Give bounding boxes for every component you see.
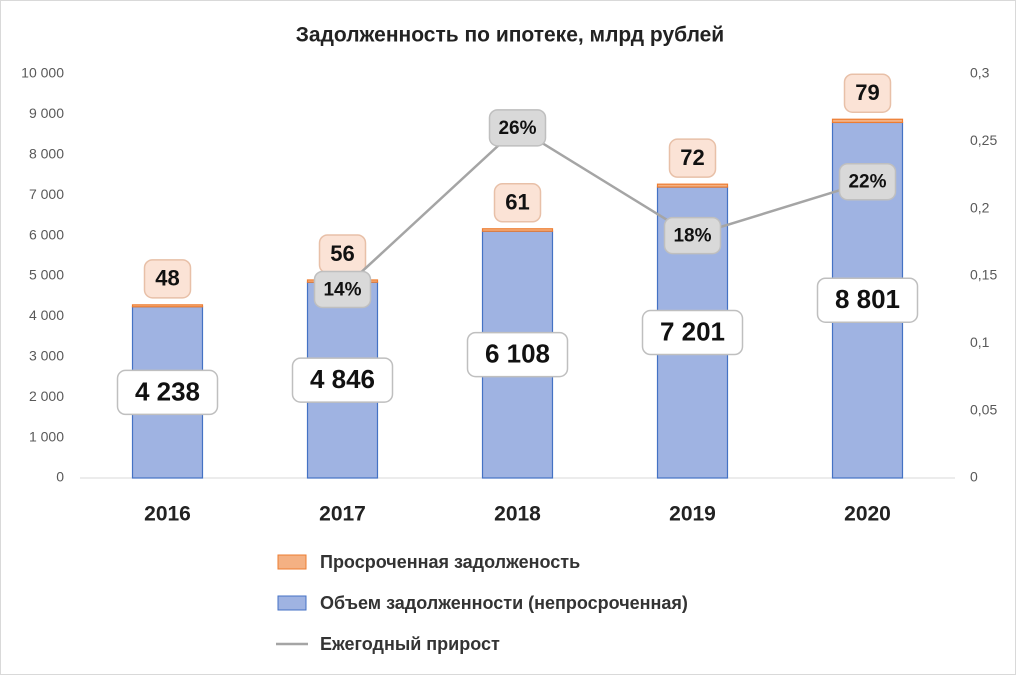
y-tick-label: 6 000 — [29, 226, 64, 242]
chart-title: Задолженность по ипотеке, млрд рублей — [296, 24, 724, 47]
bar-segment — [831, 118, 904, 124]
y-tick-label: 10 000 — [21, 65, 64, 81]
growth-label-box — [313, 270, 372, 309]
y2-tick-label: 0,15 — [970, 267, 997, 283]
value-label: 48 — [155, 266, 179, 291]
legend-label: Просроченная задолженость — [320, 552, 580, 572]
value-label: 79 — [855, 80, 879, 105]
value-label-box — [493, 183, 542, 223]
growth-label: 22% — [848, 172, 886, 193]
value-label-box — [843, 73, 892, 113]
legend-swatch — [277, 554, 307, 570]
growth-label: 14% — [323, 279, 361, 300]
y-tick-label: 9 000 — [29, 105, 64, 121]
bar-segment — [656, 183, 729, 188]
value-label: 56 — [330, 241, 354, 266]
value-label-box — [668, 138, 717, 178]
line — [341, 126, 868, 291]
y2-tick-label: 0,3 — [970, 65, 990, 81]
y-tick-label: 3 000 — [29, 348, 64, 364]
y-tick-label: 0 — [56, 469, 64, 485]
y-tick-label: 8 000 — [29, 146, 64, 162]
x-tick-label: 2019 — [669, 503, 716, 526]
x-tick-label: 2020 — [844, 503, 891, 526]
y2-tick-label: 0,05 — [970, 401, 997, 417]
value-label-box — [291, 357, 394, 403]
legend-swatch — [277, 595, 307, 611]
y2-tick-label: 0 — [970, 469, 978, 485]
bar-segment — [131, 304, 204, 308]
value-label: 72 — [680, 145, 704, 170]
y2-tick-label: 0,1 — [970, 334, 990, 350]
value-label: 4 846 — [310, 364, 375, 394]
growth-label: 18% — [673, 226, 711, 247]
x-tick-label: 2016 — [144, 503, 191, 526]
value-label: 61 — [505, 190, 529, 215]
growth-label-box — [838, 162, 897, 201]
value-label-box — [641, 309, 744, 356]
y-tick-label: 1 000 — [29, 428, 64, 444]
value-label: 8 801 — [835, 284, 900, 314]
value-label: 4 238 — [135, 376, 200, 406]
growth-label-box — [488, 109, 547, 147]
y-tick-label: 7 000 — [29, 186, 64, 202]
value-label: 7 201 — [660, 316, 725, 346]
x-tick-label: 2018 — [494, 503, 541, 526]
value-label-box — [143, 259, 192, 299]
bar-segment — [481, 228, 554, 232]
y-tick-label: 2 000 — [29, 388, 64, 404]
value-label-box — [816, 277, 919, 323]
legend-label: Объем задолженности (непросроченная) — [320, 593, 688, 613]
y-tick-label: 5 000 — [29, 267, 64, 283]
value-label-box — [116, 369, 219, 416]
y-tick-label: 4 000 — [29, 307, 64, 323]
value-label: 6 108 — [485, 338, 550, 368]
value-label-box — [466, 331, 569, 378]
x-tick-label: 2017 — [319, 503, 366, 526]
growth-label: 26% — [498, 118, 536, 139]
y2-tick-label: 0,2 — [970, 199, 990, 215]
growth-label-box — [663, 216, 722, 255]
legend-label: Ежегодный прирост — [320, 634, 500, 654]
y2-tick-label: 0,25 — [970, 132, 997, 148]
